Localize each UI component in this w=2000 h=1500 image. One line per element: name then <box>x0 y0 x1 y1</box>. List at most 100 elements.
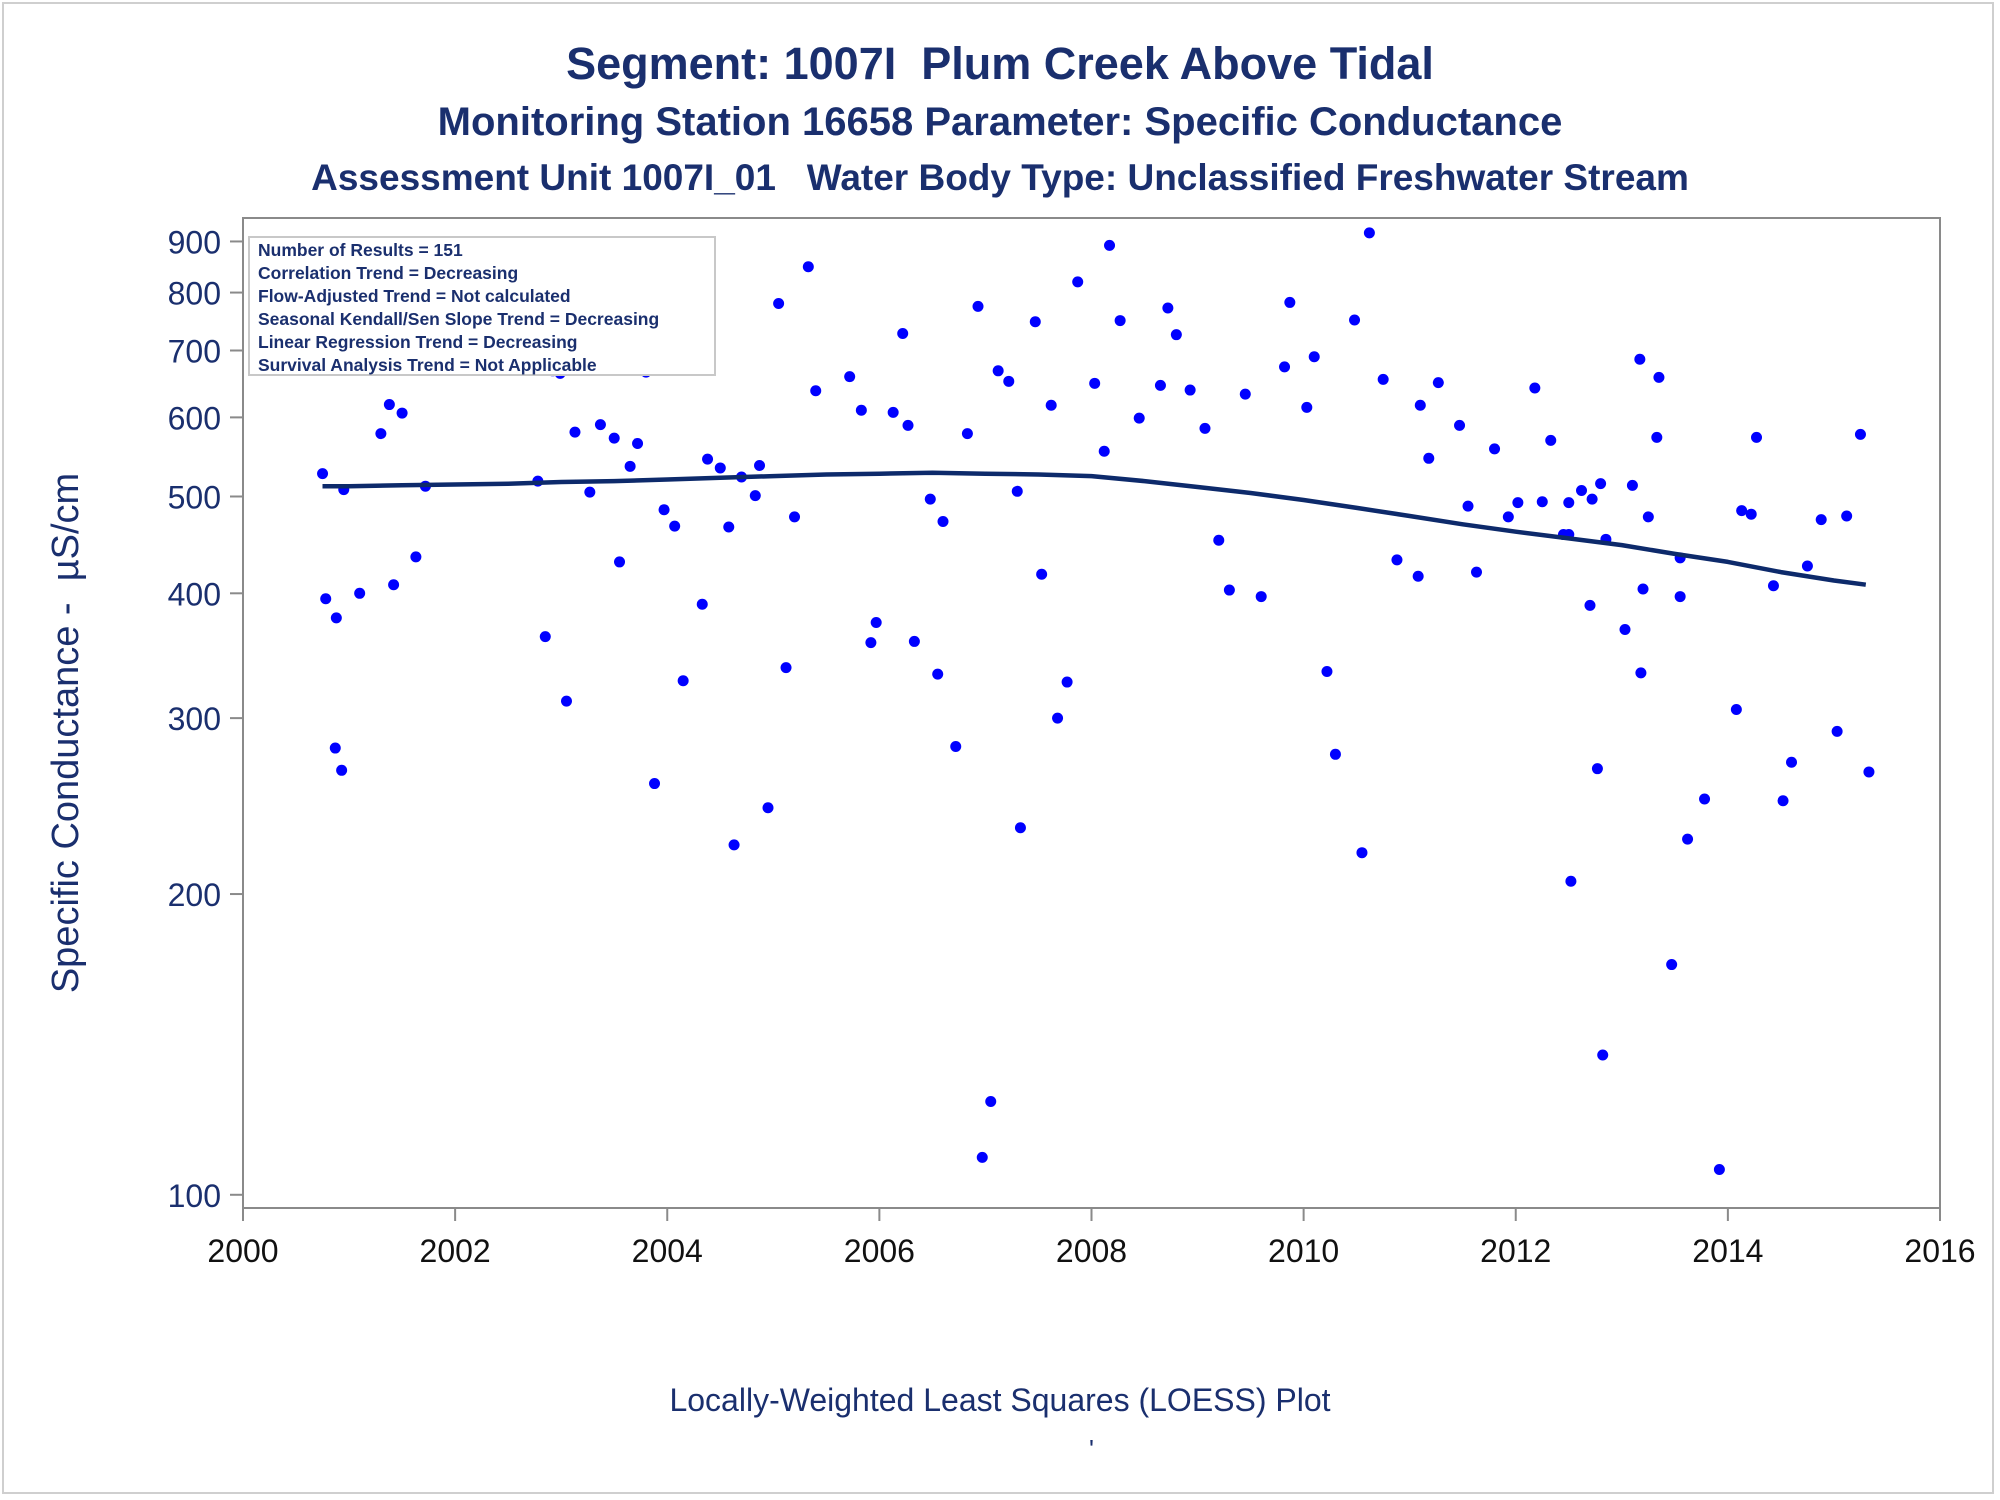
data-point <box>1841 510 1853 522</box>
data-point <box>1154 379 1166 391</box>
data-point <box>1462 500 1474 512</box>
data-point <box>1363 227 1375 239</box>
data-point <box>1595 478 1607 490</box>
data-point <box>317 468 329 480</box>
data-point <box>594 419 606 431</box>
data-point <box>870 616 882 628</box>
data-point <box>1653 371 1665 383</box>
footnote-mark: ' <box>1089 1434 1094 1464</box>
data-point <box>950 741 962 753</box>
data-point <box>388 579 400 591</box>
data-point <box>1279 361 1291 373</box>
data-point <box>1512 497 1524 509</box>
data-point <box>560 695 572 707</box>
data-point <box>1184 384 1196 396</box>
stat-survival-analysis-trend: Survival Analysis Trend = Not Applicable <box>258 355 597 375</box>
x-tick-label-2016: 2016 <box>1904 1233 1975 1269</box>
stat-correlation-trend: Correlation Trend = Decreasing <box>258 263 519 283</box>
data-point <box>844 371 856 383</box>
data-point <box>608 432 620 444</box>
data-point <box>1199 422 1211 434</box>
data-point <box>1730 704 1742 716</box>
data-point <box>354 587 366 599</box>
chart-title: Segment: 1007I Plum Creek Above Tidal <box>566 38 1434 89</box>
data-point <box>1014 822 1026 834</box>
y-axis-label: Specific Conductance - µS/cm <box>45 473 87 993</box>
data-point <box>1626 479 1638 491</box>
data-point <box>1098 445 1110 457</box>
data-point <box>1751 431 1763 443</box>
data-point <box>396 407 408 419</box>
data-point <box>539 631 551 643</box>
data-point <box>1642 511 1654 523</box>
data-point <box>1052 712 1064 724</box>
data-point <box>1713 1164 1725 1176</box>
data-point <box>728 839 740 851</box>
data-point <box>1651 431 1663 443</box>
data-point <box>1489 443 1501 455</box>
data-points <box>317 227 1875 1176</box>
data-point <box>865 637 877 649</box>
data-point <box>924 493 936 505</box>
y-tick-label-200: 200 <box>168 877 221 913</box>
loess-trend <box>322 470 1867 587</box>
data-point <box>1565 875 1577 887</box>
data-point <box>1412 570 1424 582</box>
data-point <box>1308 351 1320 363</box>
y-tick-label-100: 100 <box>168 1178 221 1214</box>
data-point <box>1777 795 1789 807</box>
data-point <box>1619 623 1631 635</box>
data-point <box>780 662 792 674</box>
data-point <box>1854 428 1866 440</box>
stat-flow-adjusted-trend: Flow-Adjusted Trend = Not calculated <box>258 286 571 306</box>
stat-number-of-results: Number of Results = 151 <box>258 240 463 260</box>
data-point <box>383 399 395 411</box>
data-point <box>1329 748 1341 760</box>
y-tick-label-500: 500 <box>168 479 221 515</box>
data-point <box>632 437 644 449</box>
data-point <box>1391 554 1403 566</box>
data-point <box>1162 302 1174 314</box>
data-point <box>773 298 785 310</box>
x-tick-label-2012: 2012 <box>1480 1233 1551 1269</box>
data-point <box>887 406 899 418</box>
data-point <box>1745 508 1757 520</box>
data-point <box>1666 959 1678 971</box>
data-point <box>902 419 914 431</box>
data-point <box>992 365 1004 377</box>
data-point <box>1036 568 1048 580</box>
data-point <box>976 1151 988 1163</box>
statistics-box: Number of Results = 151 Correlation Tren… <box>248 236 716 376</box>
data-point <box>1301 401 1313 413</box>
data-point <box>1356 847 1368 859</box>
x-tick-label-2004: 2004 <box>632 1233 703 1269</box>
x-tick-label-2014: 2014 <box>1692 1233 1763 1269</box>
data-point <box>1114 315 1126 327</box>
y-tick-label-400: 400 <box>168 576 221 612</box>
data-point <box>1502 511 1514 523</box>
data-point <box>897 327 909 339</box>
data-point <box>1563 497 1575 509</box>
y-tick-label-600: 600 <box>168 400 221 436</box>
data-point <box>1545 434 1557 446</box>
data-point <box>1432 377 1444 389</box>
data-point <box>1414 399 1426 411</box>
chart-subtitle-station: Monitoring Station 16658 Parameter: Spec… <box>437 100 1563 144</box>
data-point <box>1011 485 1023 497</box>
x-tick-label-2006: 2006 <box>844 1233 915 1269</box>
data-point <box>375 428 387 440</box>
loess-trend-line <box>322 470 1867 587</box>
data-point <box>1213 534 1225 546</box>
data-point <box>908 635 920 647</box>
data-point <box>702 453 714 465</box>
data-point <box>1061 676 1073 688</box>
plot-footnote: Locally-Weighted Least Squares (LOESS) P… <box>669 1382 1331 1418</box>
data-point <box>696 598 708 610</box>
x-tick-label-2008: 2008 <box>1056 1233 1127 1269</box>
data-point <box>1170 329 1182 341</box>
data-point <box>855 404 867 416</box>
y-tick-label-900: 900 <box>168 224 221 260</box>
data-point <box>1597 1049 1609 1061</box>
data-point <box>336 764 348 776</box>
